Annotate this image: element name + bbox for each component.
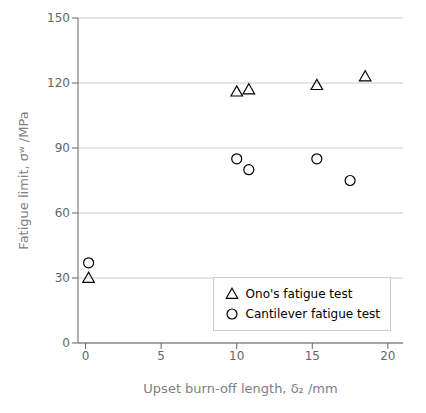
svg-text:120: 120 (47, 76, 70, 90)
svg-text:150: 150 (47, 11, 70, 25)
svg-text:15: 15 (305, 349, 320, 363)
html-text:Ono's fatigue test: Ono's fatigue test (245, 287, 353, 301)
svg-text:0: 0 (62, 336, 70, 350)
svg-text:0: 0 (82, 349, 90, 363)
svg-text:Fatigue limit, σʷ /MPa: Fatigue limit, σʷ /MPa (16, 111, 31, 249)
svg-text:20: 20 (380, 349, 395, 363)
svg-text:5: 5 (157, 349, 165, 363)
svg-text:Upset burn-off length, δ₂ /mm: Upset burn-off length, δ₂ /mm (143, 381, 337, 396)
svg-text:10: 10 (229, 349, 244, 363)
svg-text:90: 90 (55, 141, 70, 155)
html-text:Cantilever fatigue test: Cantilever fatigue test (245, 307, 380, 321)
svg-text:60: 60 (55, 206, 70, 220)
svg-text:30: 30 (55, 271, 70, 285)
